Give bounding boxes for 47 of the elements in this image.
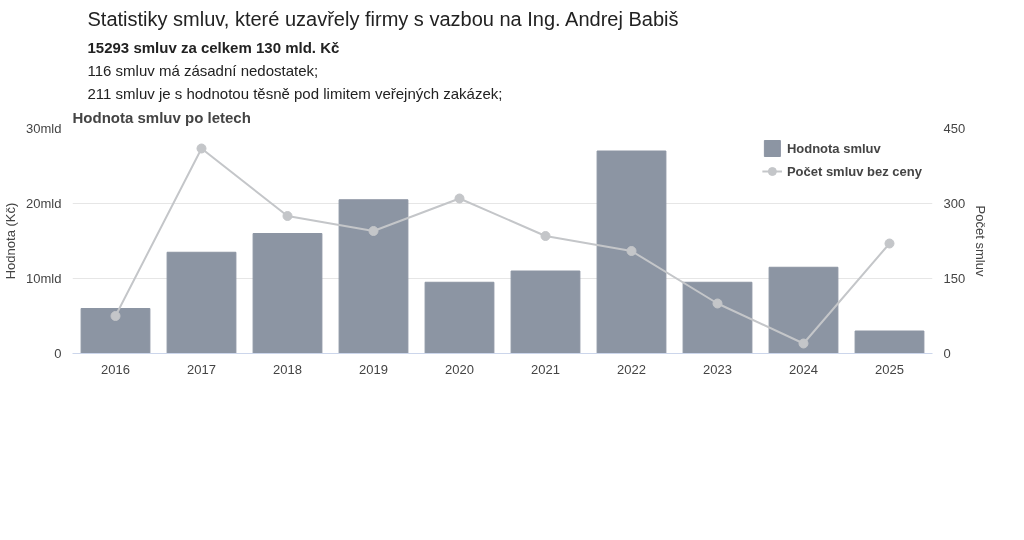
point	[368, 226, 379, 236]
x-tick-label: 2017	[187, 361, 216, 377]
x-tick-label: 2020	[445, 361, 474, 377]
bar	[596, 150, 667, 354]
point	[626, 246, 637, 256]
x-tick-label: 2022	[617, 361, 646, 377]
bar	[510, 270, 581, 354]
y2-axis-title: Počet smluv	[973, 205, 989, 277]
bar	[252, 233, 323, 354]
point	[282, 211, 293, 221]
bar	[854, 330, 925, 354]
x-tick-label: 2019	[359, 361, 388, 377]
x-tick-label: 2021	[531, 361, 560, 377]
x-tick-label: 2024	[789, 361, 818, 377]
y2-tick-label: 300	[943, 196, 966, 211]
legend-label: Počet smluv bez ceny	[786, 163, 922, 179]
y-tick-label: 0	[54, 346, 62, 361]
text: 211 smluv je s hodnotou těsně pod limitem veřejných zakázek;	[87, 84, 503, 102]
point	[540, 231, 551, 241]
text: 15293 smluv za celkem 130 mld. Kč	[87, 38, 340, 56]
bar	[682, 281, 753, 354]
legend-label: Hodnota smluv	[786, 140, 881, 156]
bar	[338, 199, 409, 354]
bar	[424, 281, 495, 354]
point	[454, 193, 465, 204]
x-tick-label: 2016	[101, 361, 130, 377]
y2-tick-label: 0	[943, 346, 951, 361]
point	[110, 311, 121, 321]
x-tick-label: 2023	[703, 361, 732, 377]
bar	[80, 308, 151, 354]
bar	[166, 251, 237, 354]
chart-title: Statistiky smluv, které uzavřely firmy s vazbou na Ing. Andrej Babiš	[87, 7, 679, 30]
point	[196, 143, 207, 154]
text: 116 smluv má zásadní nedostatek;	[87, 61, 319, 79]
point	[712, 298, 723, 309]
y-tick-label: 30mld	[26, 121, 62, 136]
x-tick-label: 2018	[273, 361, 302, 377]
chart-subtitle: Hodnota smluv po letech	[72, 108, 251, 126]
point	[798, 338, 809, 349]
y-axis-title: Hodnota (Kč)	[3, 202, 19, 280]
point	[884, 238, 895, 249]
y-tick-label: 20mld	[26, 196, 62, 211]
bar	[768, 266, 839, 354]
x-tick-label: 2025	[875, 361, 904, 377]
y2-tick-label: 150	[943, 271, 966, 286]
y2-tick-label: 450	[943, 121, 966, 136]
y-tick-label: 10mld	[26, 271, 62, 286]
